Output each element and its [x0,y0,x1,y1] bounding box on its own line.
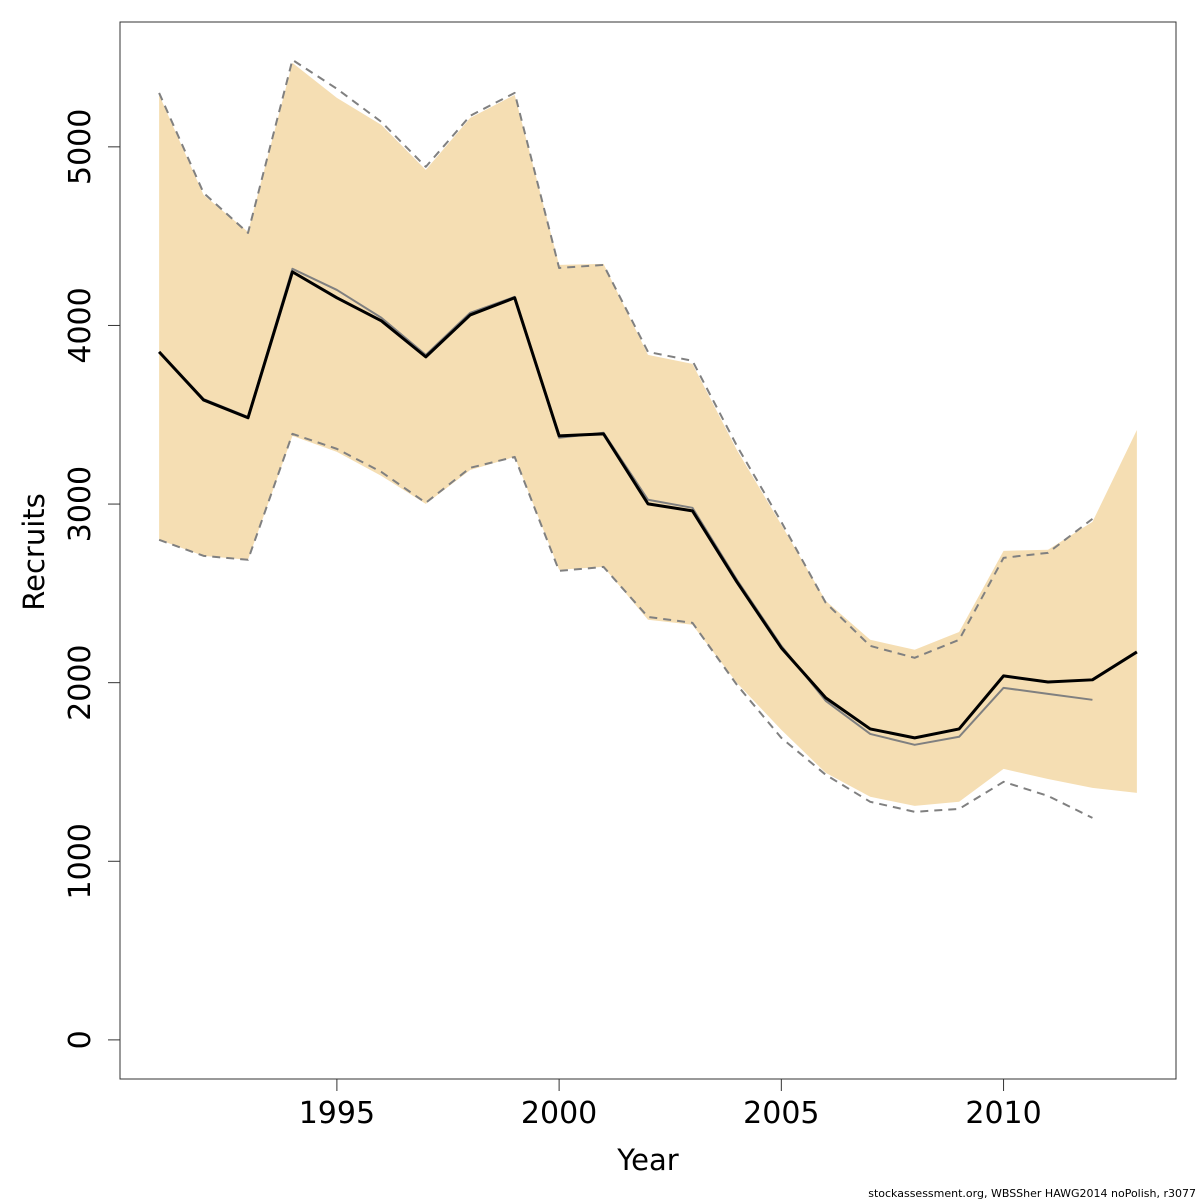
y-axis-title: Recruits [17,493,51,610]
y-tick-label: 0 [63,1030,98,1049]
x-tick-label: 2010 [965,1096,1041,1131]
confidence-band [159,62,1137,806]
y-tick-label: 2000 [63,644,98,720]
plot-frame [119,21,1177,1080]
y-tick-label: 3000 [63,466,98,542]
x-tick-label: 2005 [743,1096,819,1131]
line [158,270,1138,740]
x-tick-label: 1995 [299,1096,375,1131]
footnote: stockassessment.org, WBSSher HAWG2014 no… [868,1187,1196,1200]
y-tick-label: 5000 [63,109,98,185]
y-tick-label: 1000 [63,823,98,899]
x-axis-title: Year [616,1143,678,1177]
y-tick-label: 4000 [63,287,98,363]
dashed-line [158,58,1094,659]
dashed-line [158,432,1093,819]
x-tick-label: 2000 [521,1096,597,1131]
